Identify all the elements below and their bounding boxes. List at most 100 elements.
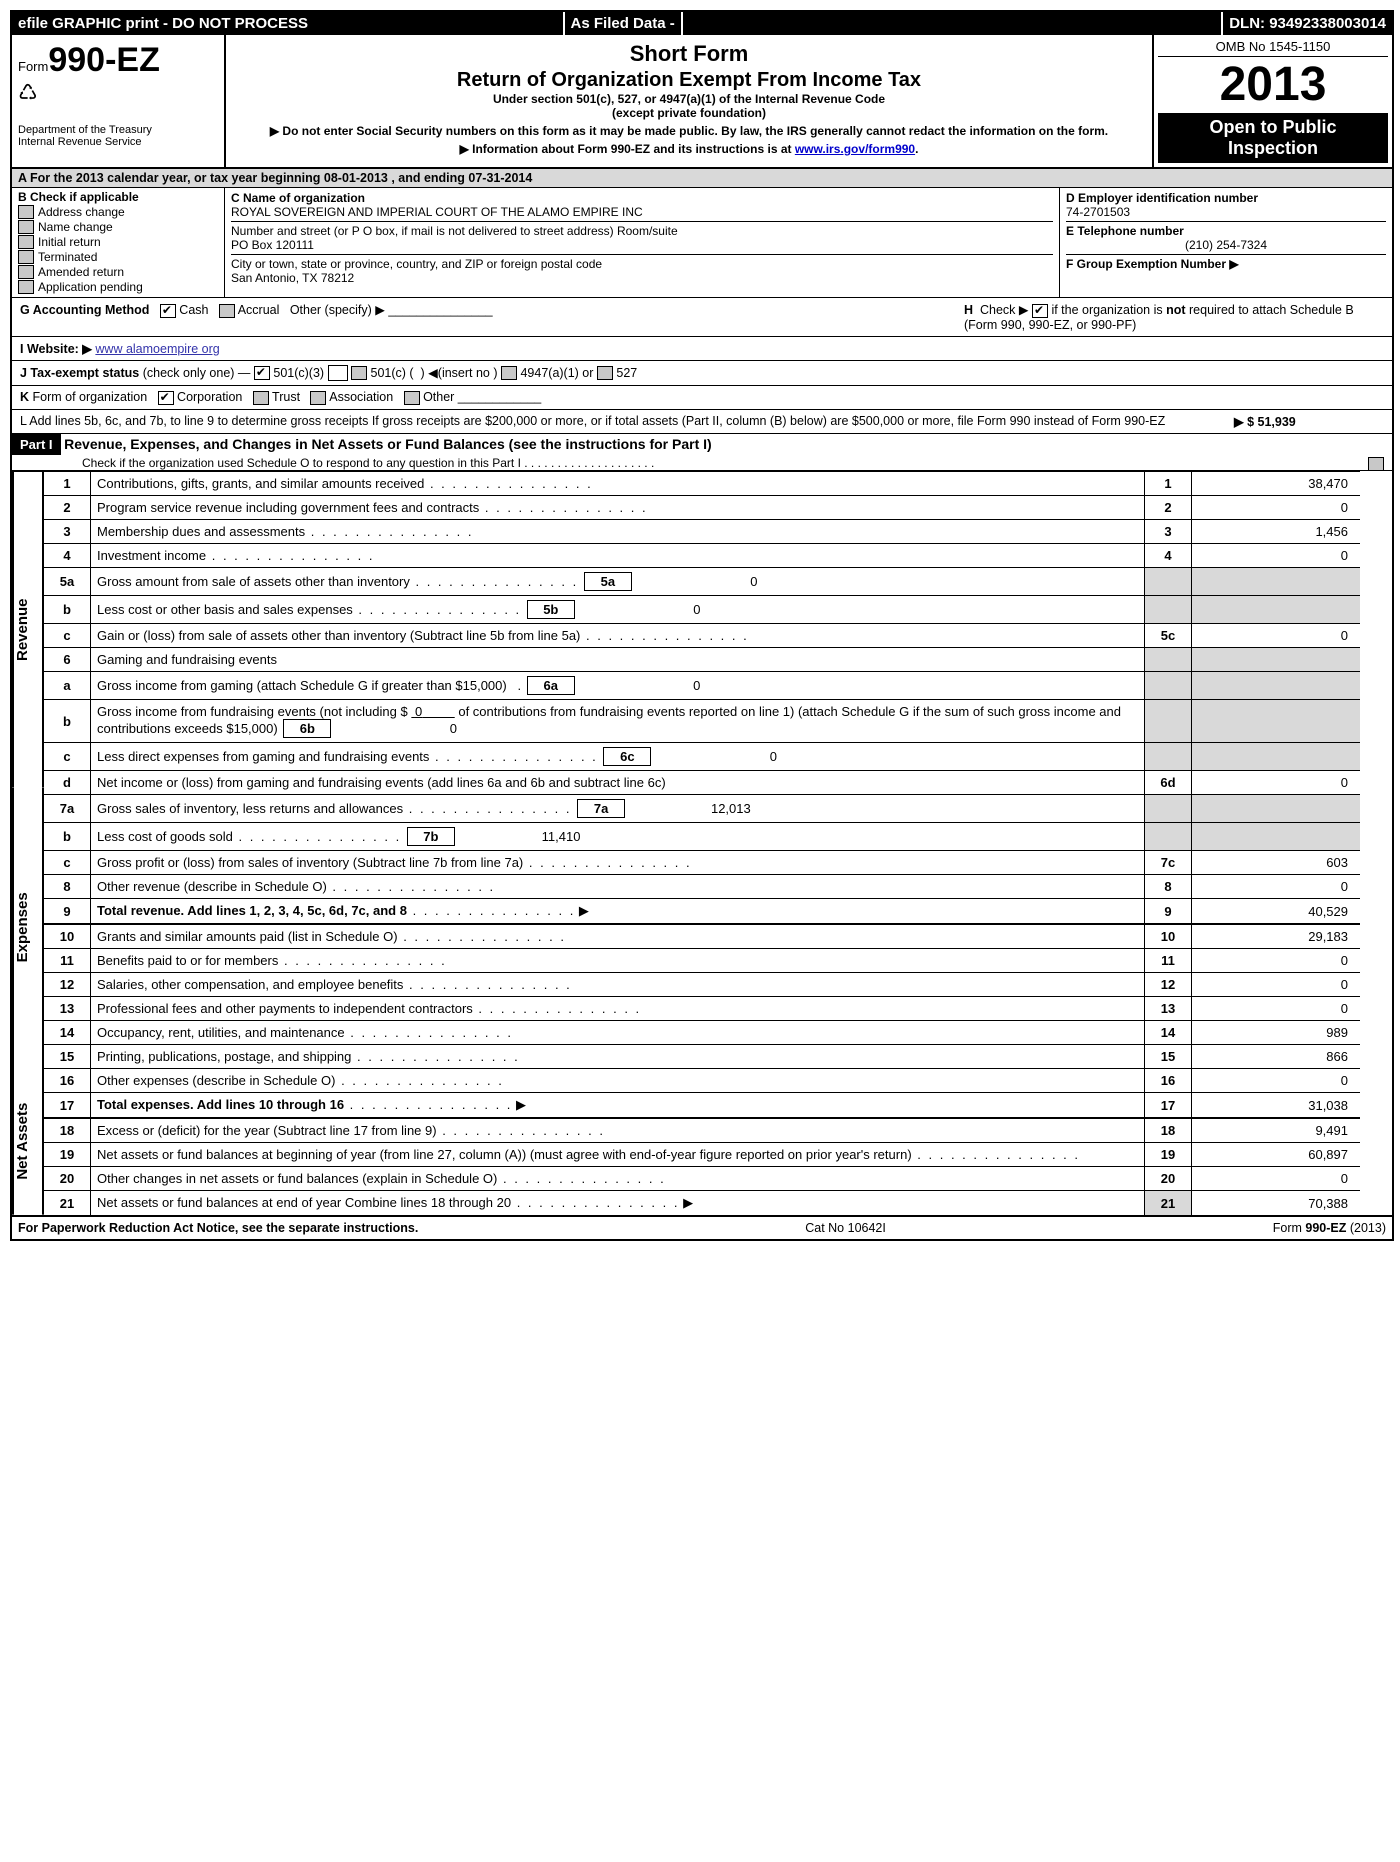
- recycle-icon: ♺: [18, 80, 218, 106]
- line-6: 6 Gaming and fundraising events: [44, 648, 1360, 672]
- checkbox-icon[interactable]: [18, 250, 34, 264]
- part1-title: Revenue, Expenses, and Changes in Net As…: [64, 436, 712, 452]
- sub-box: 6a: [527, 676, 575, 695]
- line-num: c: [44, 624, 91, 648]
- sub-val: 12,013: [631, 801, 755, 816]
- checkbox-h[interactable]: [1032, 304, 1048, 318]
- line-12: 12 Salaries, other compensation, and emp…: [44, 973, 1360, 997]
- col-c: C Name of organization ROYAL SOVEREIGN A…: [225, 188, 1060, 297]
- b-opt-2: Initial return: [18, 235, 218, 249]
- sub-box: 6c: [603, 747, 651, 766]
- l-value: ▶ $ 51,939: [1234, 414, 1384, 429]
- line-val: 1,456: [1192, 520, 1361, 544]
- dept2: Internal Revenue Service: [18, 136, 218, 148]
- lines-wrapper: Revenue Expenses Net Assets 1 Contributi…: [12, 471, 1360, 1215]
- line-6d: d Net income or (loss) from gaming and f…: [44, 771, 1360, 795]
- b-opt-4-label: Amended return: [38, 265, 124, 279]
- line-idx: [1145, 648, 1192, 672]
- checkbox-icon[interactable]: [18, 280, 34, 294]
- line-idx: 11: [1145, 949, 1192, 973]
- line-2: 2 Program service revenue including gove…: [44, 496, 1360, 520]
- b-opt-3: Terminated: [18, 250, 218, 264]
- sub-box: 5a: [584, 572, 632, 591]
- sub-val: 11,410: [460, 829, 584, 844]
- sub-val: 0: [337, 721, 461, 736]
- line-idx: 19: [1145, 1143, 1192, 1167]
- title2: Return of Organization Exempt From Incom…: [236, 69, 1142, 92]
- line-num: 1: [44, 472, 91, 496]
- checkbox-other[interactable]: [404, 391, 420, 405]
- line-val: [1192, 795, 1361, 823]
- line-10: 10 Grants and similar amounts paid (list…: [44, 924, 1360, 949]
- g-label: G Accounting Method: [20, 303, 149, 317]
- line-desc: Gain or (loss) from sale of assets other…: [97, 628, 580, 643]
- form-number: 990-EZ: [48, 41, 160, 79]
- checkbox-corp[interactable]: [158, 391, 174, 405]
- e-block: E Telephone number (210) 254-7324: [1066, 224, 1386, 255]
- line-desc: Investment income: [97, 548, 206, 563]
- checkbox-icon[interactable]: [18, 220, 34, 234]
- line-4: 4 Investment income 4 0: [44, 544, 1360, 568]
- checkbox-accrual[interactable]: [219, 304, 235, 318]
- line-val: 0: [1192, 624, 1361, 648]
- line-num: 15: [44, 1045, 91, 1069]
- checkbox-cash[interactable]: [160, 304, 176, 318]
- line-desc: Membership dues and assessments: [97, 524, 305, 539]
- line-desc: Contributions, gifts, grants, and simila…: [97, 476, 424, 491]
- line-idx: 6d: [1145, 771, 1192, 795]
- line-idx: 15: [1145, 1045, 1192, 1069]
- line-19: 19 Net assets or fund balances at beginn…: [44, 1143, 1360, 1167]
- line-val: [1192, 648, 1361, 672]
- line-15: 15 Printing, publications, postage, and …: [44, 1045, 1360, 1069]
- line-idx: [1145, 795, 1192, 823]
- line-val: 0: [1192, 1069, 1361, 1093]
- line-num: 17: [44, 1093, 91, 1119]
- line-num: 7a: [44, 795, 91, 823]
- f-label: F Group Exemption Number ▶: [1066, 257, 1239, 271]
- line-7b: b Less cost of goods sold 7b 11,410: [44, 823, 1360, 851]
- line-11: 11 Benefits paid to or for members 11 0: [44, 949, 1360, 973]
- line-desc: Gross sales of inventory, less returns a…: [97, 801, 403, 816]
- line-desc: Benefits paid to or for members: [97, 953, 278, 968]
- line-idx: 21: [1145, 1191, 1192, 1216]
- line-g: G Accounting Method Cash Accrual Other (…: [20, 302, 964, 332]
- b-opt-3-label: Terminated: [38, 250, 97, 264]
- line-num: 5a: [44, 568, 91, 596]
- line-desc: Net assets or fund balances at end of ye…: [97, 1195, 511, 1210]
- checkbox-trust[interactable]: [253, 391, 269, 405]
- website-link[interactable]: www alamoempire org: [95, 342, 219, 356]
- line-desc: Less direct expenses from gaming and fun…: [97, 749, 429, 764]
- g-accrual: Accrual: [238, 303, 280, 317]
- checkbox-527[interactable]: [597, 366, 613, 380]
- line-val: 0: [1192, 997, 1361, 1021]
- line-desc: Gross amount from sale of assets other t…: [97, 574, 410, 589]
- checkbox-icon[interactable]: [18, 235, 34, 249]
- b-opt-0: Address change: [18, 205, 218, 219]
- line-idx: 5c: [1145, 624, 1192, 648]
- line-desc: Gaming and fundraising events: [97, 652, 277, 667]
- checkbox-4947[interactable]: [501, 366, 517, 380]
- irs-link[interactable]: www.irs.gov/form990: [795, 142, 915, 156]
- checkbox-501c3[interactable]: [254, 366, 270, 380]
- line-6a: a Gross income from gaming (attach Sched…: [44, 672, 1360, 700]
- checkbox-assoc[interactable]: [310, 391, 326, 405]
- line-num: c: [44, 851, 91, 875]
- checkbox-icon[interactable]: [18, 265, 34, 279]
- sub-box: 6b: [283, 719, 331, 738]
- line-val: 0: [1192, 949, 1361, 973]
- line-desc: Occupancy, rent, utilities, and maintena…: [97, 1025, 345, 1040]
- checkbox-501c[interactable]: [351, 366, 367, 380]
- form-title-box: Short Form Return of Organization Exempt…: [226, 35, 1154, 167]
- col-b: B Check if applicable Address change Nam…: [12, 188, 225, 297]
- line-idx: 1: [1145, 472, 1192, 496]
- checkbox-sched-o[interactable]: [1368, 457, 1384, 471]
- line-3: 3 Membership dues and assessments 3 1,45…: [44, 520, 1360, 544]
- part1-sub: Check if the organization used Schedule …: [12, 456, 654, 470]
- checkbox-icon[interactable]: [18, 205, 34, 219]
- line-num: b: [44, 596, 91, 624]
- lines-table: 1 Contributions, gifts, grants, and simi…: [44, 472, 1360, 1215]
- line-idx: 4: [1145, 544, 1192, 568]
- b-opt-1: Name change: [18, 220, 218, 234]
- org-icon: [328, 365, 348, 381]
- line-desc: Other expenses (describe in Schedule O): [97, 1073, 335, 1088]
